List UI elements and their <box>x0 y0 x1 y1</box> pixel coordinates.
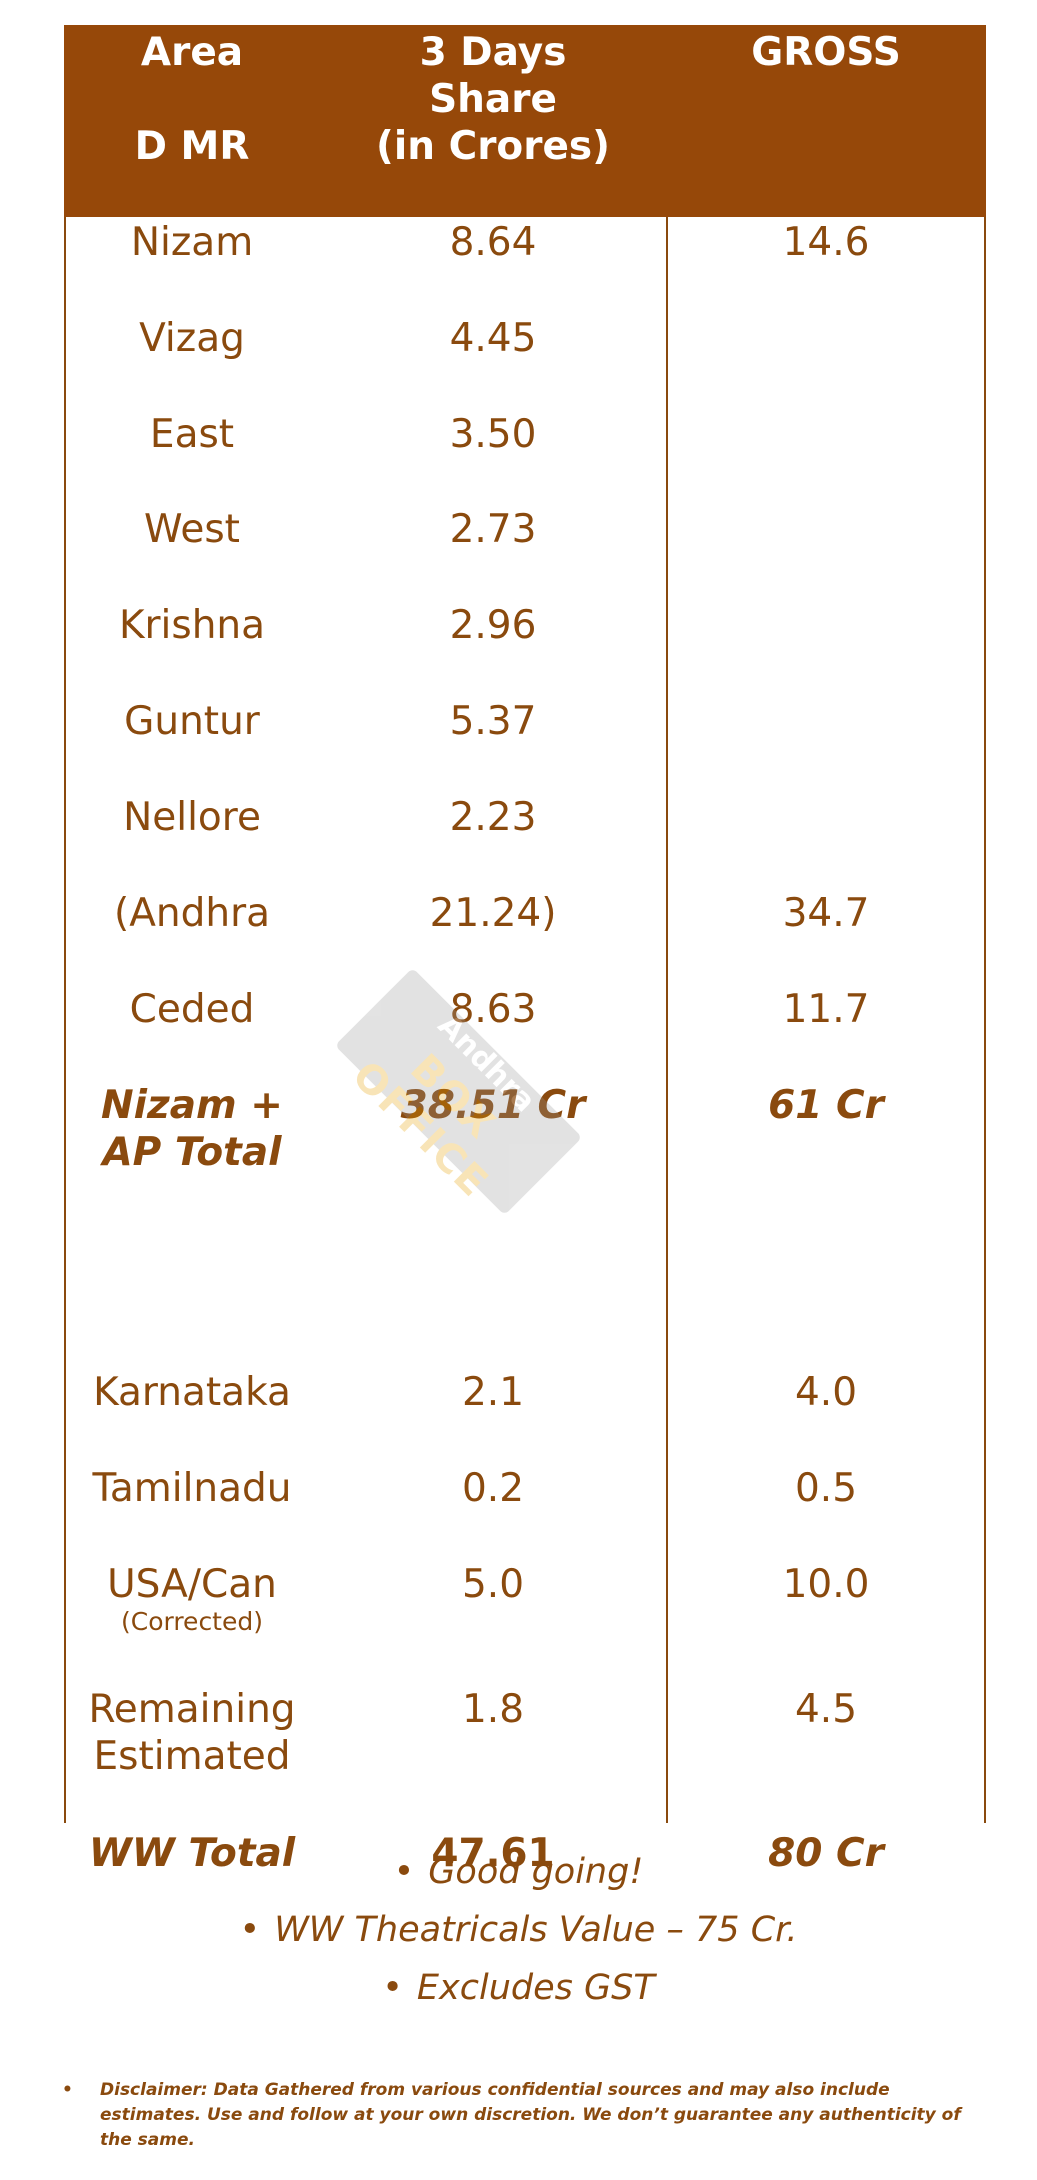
share-cell: 21.24) <box>429 891 557 936</box>
header-share: 3 Days Share (in Crores) <box>320 25 666 217</box>
gross-cell: 10.0 <box>782 1562 870 1607</box>
note-text: Good going! <box>428 1852 644 1892</box>
table-row: Remaining Estimated 1.8 4.5 <box>64 1686 986 1780</box>
table-row: Nellore 2.23 <box>64 794 986 841</box>
collection-table: Area D MR 3 Days Share (in Crores) GROSS… <box>64 25 986 1876</box>
area-cell: Nizam <box>130 220 254 265</box>
table-row: Ceded 8.63 11.7 <box>64 986 986 1033</box>
area-cell: East <box>149 412 235 457</box>
bullet-icon: • <box>393 1852 415 1892</box>
area-cell: Nizam + AP Total <box>64 1082 320 1176</box>
area-label-line1: Remaining <box>88 1687 296 1732</box>
share-cell: 2.96 <box>449 603 537 648</box>
gross-cell <box>666 315 986 362</box>
share-cell: 2.1 <box>461 1370 525 1415</box>
gross-cell: 11.7 <box>782 987 870 1032</box>
table-header: Area D MR 3 Days Share (in Crores) GROSS <box>64 25 986 217</box>
area-cell: Remaining Estimated <box>64 1686 320 1780</box>
share-cell: 8.63 <box>449 987 537 1032</box>
gross-cell <box>666 411 986 458</box>
share-cell: 2.73 <box>449 507 537 552</box>
area-label: USA/Can <box>107 1562 277 1607</box>
header-area-line2: D MR <box>134 124 250 169</box>
gross-cell: 4.5 <box>794 1687 858 1732</box>
share-cell: 8.64 <box>449 220 537 265</box>
area-cell: Karnataka <box>93 1370 291 1415</box>
header-share-line1: 3 Days <box>419 30 567 75</box>
table-row: Vizag 4.45 <box>64 315 986 362</box>
header-share-line2: Share <box>429 77 557 122</box>
disclaimer: • Disclaimer: Data Gathered from various… <box>62 2078 992 2153</box>
header-share-line3: (in Crores) <box>376 124 610 169</box>
area-label-line2: Estimated <box>93 1734 291 1779</box>
notes-list: • Good going! • WW Theatricals Value – 75 … <box>0 1843 1037 2017</box>
note-text: Excludes GST <box>416 1968 655 2008</box>
table-row: Guntur 5.37 <box>64 698 986 745</box>
area-cell: (Andhra <box>113 891 271 936</box>
gross-cell <box>666 602 986 649</box>
disclaimer-text: Disclaimer: Data Gathered from various c… <box>100 2080 961 2150</box>
table-row: (Andhra 21.24) 34.7 <box>64 890 986 937</box>
gross-cell: 14.6 <box>782 220 870 265</box>
gross-cell: 0.5 <box>794 1466 858 1511</box>
gross-cell <box>666 506 986 553</box>
corrected-note: (Corrected) <box>120 1607 263 1636</box>
header-gross-label: GROSS <box>751 30 901 75</box>
area-cell: Guntur <box>124 699 260 744</box>
area-cell: Tamilnadu <box>92 1466 292 1511</box>
share-cell: 2.23 <box>449 795 537 840</box>
header-area-line1: Area <box>140 30 244 75</box>
ap-total-label-line2: AP Total <box>102 1130 282 1175</box>
bullet-icon: • <box>382 1968 403 2008</box>
note-item: • WW Theatricals Value – 75 Cr. <box>0 1901 1037 1959</box>
table-body: Nizam 8.64 14.6 Vizag 4.45 East 3.50 Wes… <box>64 217 986 1876</box>
share-cell: 3.50 <box>449 412 537 457</box>
area-cell: USA/Can (Corrected) <box>64 1561 320 1636</box>
header-area: Area D MR <box>64 25 320 217</box>
table-row: Karnataka 2.1 4.0 <box>64 1369 986 1416</box>
ap-total-row: Nizam + AP Total 38.51 Cr 61 Cr <box>64 1082 986 1176</box>
gross-cell: 4.0 <box>794 1370 858 1415</box>
header-gross: GROSS <box>666 25 986 217</box>
ww-total-row: WW Total 47.61 80 Cr <box>64 1830 986 1877</box>
gross-cell <box>666 794 986 841</box>
table-row: USA/Can (Corrected) 5.0 10.0 <box>64 1561 986 1636</box>
table-row: Nizam 8.64 14.6 <box>64 219 986 266</box>
gross-cell: 61 Cr <box>768 1083 884 1128</box>
gross-cell: 34.7 <box>782 891 870 936</box>
area-cell: Krishna <box>118 603 266 648</box>
area-cell: Vizag <box>139 316 245 361</box>
note-item: • Excludes GST <box>0 1959 1037 2017</box>
area-cell: WW Total <box>88 1831 296 1876</box>
note-text: WW Theatricals Value – 75 Cr. <box>274 1910 798 1950</box>
share-cell: 38.51 Cr <box>401 1083 586 1128</box>
share-cell: 5.37 <box>449 699 537 744</box>
table-column-divider <box>666 217 668 1823</box>
area-cell: Ceded <box>129 987 255 1032</box>
share-cell: 0.2 <box>461 1466 525 1511</box>
ap-total-label-line1: Nizam + <box>101 1083 283 1128</box>
table-left-border <box>64 217 66 1823</box>
table-row: East 3.50 <box>64 411 986 458</box>
area-cell: West <box>144 507 240 552</box>
area-cell: Nellore <box>123 795 261 840</box>
share-cell: 4.45 <box>449 316 537 361</box>
table-row: Krishna 2.96 <box>64 602 986 649</box>
share-cell: 47.61 <box>431 1831 555 1876</box>
bullet-icon: • <box>239 1910 261 1950</box>
share-cell: 1.8 <box>461 1687 525 1732</box>
share-cell: 5.0 <box>461 1562 525 1607</box>
bullet-icon: • <box>62 2080 73 2100</box>
table-row: Tamilnadu 0.2 0.5 <box>64 1465 986 1512</box>
gross-cell: 80 Cr <box>768 1831 884 1876</box>
note-item: • Good going! <box>0 1843 1037 1901</box>
gross-cell <box>666 698 986 745</box>
table-right-border <box>984 217 986 1823</box>
table-row: West 2.73 <box>64 506 986 553</box>
